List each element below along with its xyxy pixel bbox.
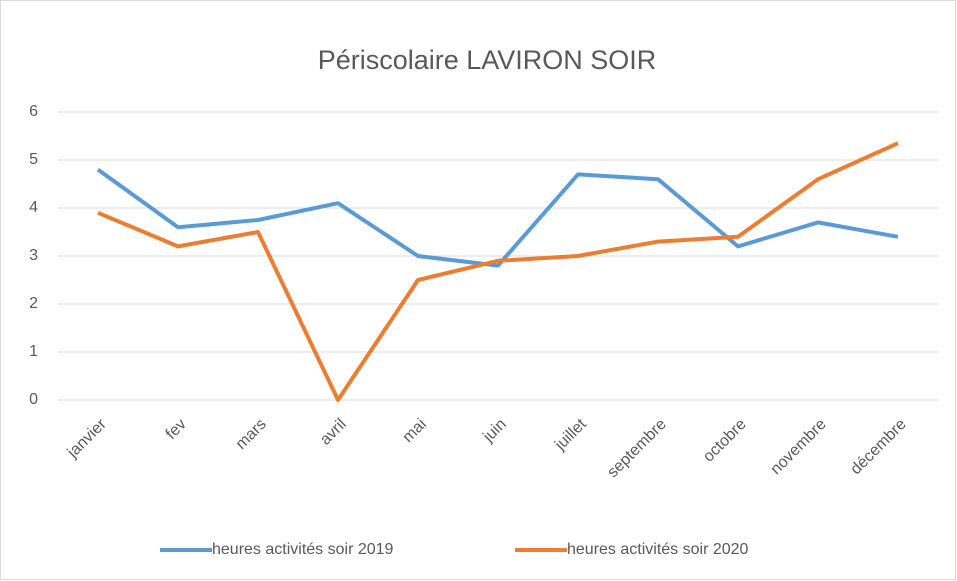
y-tick-label: 1 — [29, 343, 38, 360]
y-tick-label: 4 — [29, 199, 38, 216]
y-tick-label: 2 — [29, 295, 38, 312]
line-series — [97, 141, 899, 402]
legend-label: heures activités soir 2019 — [212, 541, 394, 558]
legend-label: heures activités soir 2020 — [567, 541, 749, 558]
y-tick-label: 6 — [29, 103, 38, 120]
chart-title: Périscolaire LAVIRON SOIR — [318, 45, 657, 75]
y-tick-label: 3 — [29, 247, 38, 264]
y-tick-label: 0 — [29, 391, 38, 408]
y-tick-label: 5 — [29, 151, 38, 168]
line-series — [96, 167, 899, 268]
